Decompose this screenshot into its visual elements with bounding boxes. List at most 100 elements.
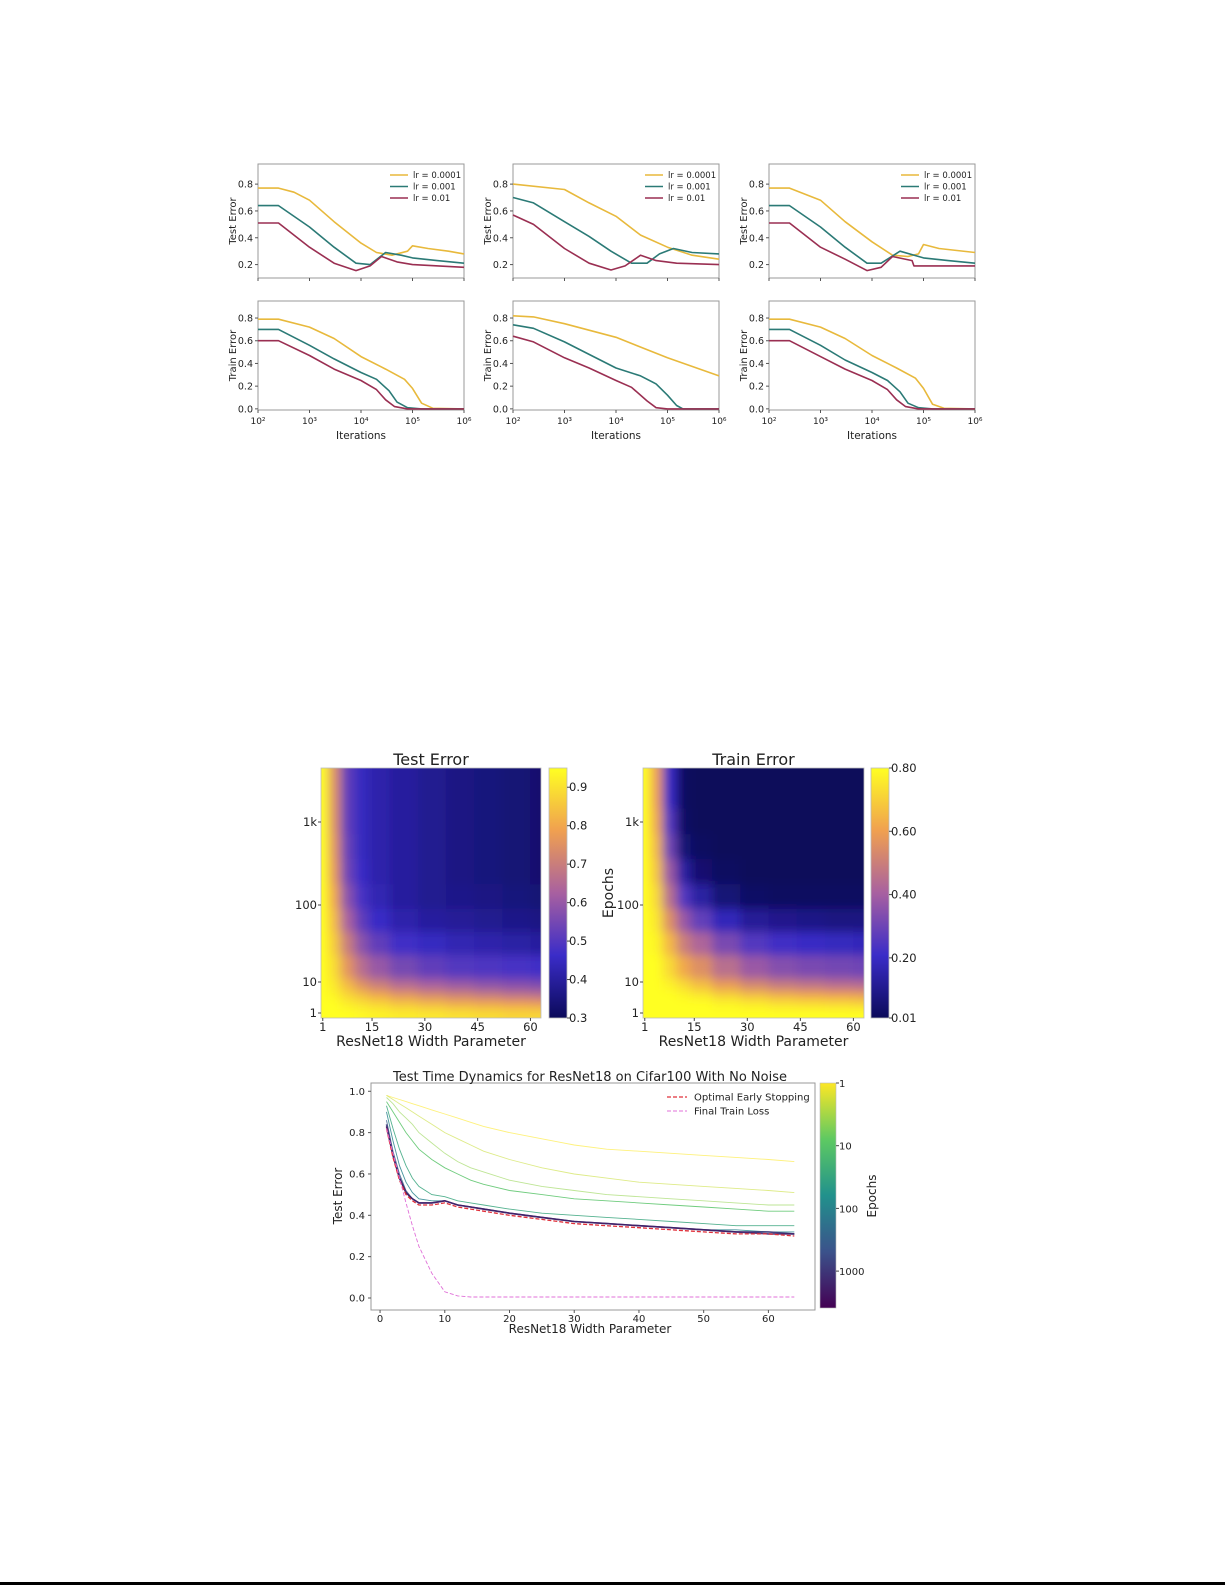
heatmap-cell: [474, 883, 503, 909]
y-tick-label: 0.2: [749, 382, 764, 393]
legend-label: lr = 0.001: [413, 183, 456, 193]
heatmap-cell: [853, 954, 864, 979]
series-line-0.001: [769, 204, 976, 264]
y-tick-label: 0.2: [749, 260, 764, 271]
heatmap-cell: [530, 781, 541, 809]
heatmap-cell: [650, 954, 663, 979]
epoch-curve-1: [386, 1094, 795, 1163]
y-tick-label: 1k: [625, 815, 639, 829]
y-tick-label: 0.2: [349, 1252, 365, 1263]
y-tick-label: 0.8: [349, 1128, 365, 1139]
test-time-dynamics-chart: Optimal Early Stopping Final Train Loss 0 1…: [331, 1070, 879, 1336]
heatmap-cell: [340, 833, 355, 860]
heatmap-cell: [474, 833, 503, 860]
y-tick-label: 0.4: [749, 233, 764, 244]
heatmap-cell: [768, 954, 798, 979]
colorbar: [548, 767, 568, 1019]
heatmap-cell: [662, 768, 678, 783]
heatmap-cell: [825, 989, 854, 1000]
heatmap-cell: [768, 768, 798, 783]
heatmap-title: Train Error: [711, 750, 795, 769]
heatmap-cell: [768, 883, 798, 909]
y-tick-label: 0.0: [749, 404, 764, 415]
series-line-0.0001: [258, 187, 465, 256]
heatmap-cell: [321, 977, 329, 991]
heatmap-cell: [643, 989, 651, 1000]
heatmap-cell: [340, 1008, 355, 1018]
heatmap-cell: [740, 883, 770, 909]
heatmap-cell: [650, 931, 663, 956]
heatmap-cell: [368, 768, 391, 783]
heatmap-cell: [328, 999, 341, 1009]
heatmap-cell: [321, 808, 329, 835]
heatmap-cell: [650, 768, 663, 783]
heatmap-cell: [417, 1008, 447, 1018]
heatmap-cell: [530, 999, 541, 1009]
y-tick-label: 0.8: [493, 314, 508, 325]
heatmap-cell: [368, 908, 391, 933]
x-tick-label: 20: [503, 1314, 516, 1325]
heatmap-cell: [796, 931, 826, 956]
heatmap-cell: [530, 931, 541, 956]
heatmap-cell: [711, 858, 741, 885]
heatmap-cell: [445, 977, 475, 991]
y-tick-label: 0.6: [238, 206, 253, 217]
series-line-0.01: [769, 222, 975, 272]
heatmap-cell: [368, 1008, 391, 1018]
heatmap-cell: [662, 808, 678, 835]
colorbar-tick-label: 1000: [839, 1267, 864, 1278]
heatmap-cell: [321, 781, 329, 809]
y-tick-label: 1.0: [349, 1087, 365, 1098]
y-tick-label: 1: [632, 1006, 639, 1020]
y-tick-label: 0.4: [238, 233, 253, 244]
heatmap-cell: [389, 999, 419, 1009]
heatmap-cell: [445, 989, 475, 1000]
colorbar: [870, 767, 890, 1019]
heatmap-cell: [676, 808, 692, 835]
colorbar-tick-label: 0.6: [569, 896, 587, 910]
heatmap-cell: [354, 781, 370, 809]
heatmap-cell: [768, 989, 798, 1000]
x-axis-label: ResNet18 Width Parameter: [509, 1322, 672, 1336]
heatmap-cell: [662, 833, 678, 860]
x-tick-label: 10⁴: [608, 417, 623, 427]
heatmap-cell: [676, 908, 692, 933]
heatmap-cell: [853, 768, 864, 783]
y-tick-label: 0.6: [493, 336, 508, 347]
y-tick-label: 0.4: [493, 233, 508, 244]
y-axis-label: Epochs: [601, 868, 617, 918]
chart-title: Test Time Dynamics for ResNet18 on Cifar…: [392, 1070, 787, 1085]
heatmap-cell: [530, 977, 541, 991]
y-axis-label: Train Error: [228, 329, 239, 382]
heatmap-cell: [650, 977, 663, 991]
y-tick-label: 0.0: [493, 404, 508, 415]
heatmap-cell: [321, 858, 329, 885]
x-tick-label: 10: [438, 1314, 451, 1325]
heatmap-cell: [676, 858, 692, 885]
heatmap-cell: [768, 931, 798, 956]
heatmap-cell: [321, 768, 329, 783]
series-line-0.001: [512, 196, 720, 264]
heatmap-cell: [502, 858, 531, 885]
heatmap-cell: [662, 954, 678, 979]
y-tick-label: 0.2: [238, 260, 253, 271]
x-tick-label: 40: [633, 1314, 646, 1325]
y-tick-label: 100: [617, 898, 639, 912]
heatmap-cell: [662, 999, 678, 1009]
colorbar-tick-label: 1: [839, 1079, 845, 1090]
heatmap-cell: [474, 1008, 503, 1018]
heatmap-cell: [768, 908, 798, 933]
heatmap-cell: [853, 931, 864, 956]
heatmap-cell: [502, 883, 531, 909]
heatmap-cell: [690, 883, 713, 909]
y-tick-label: 0.4: [238, 359, 253, 370]
heatmap-cell: [389, 808, 419, 835]
heatmap-cell: [417, 808, 447, 835]
heatmap-cell: [474, 858, 503, 885]
heatmap-cell: [690, 954, 713, 979]
heatmap-cell: [825, 1008, 854, 1018]
heatmap-cell: [340, 883, 355, 909]
lr-panel-2-test: 0.2 0.4 0.6 0.8 Test Error lr = 0.0001 lr = 0.…: [483, 163, 720, 281]
